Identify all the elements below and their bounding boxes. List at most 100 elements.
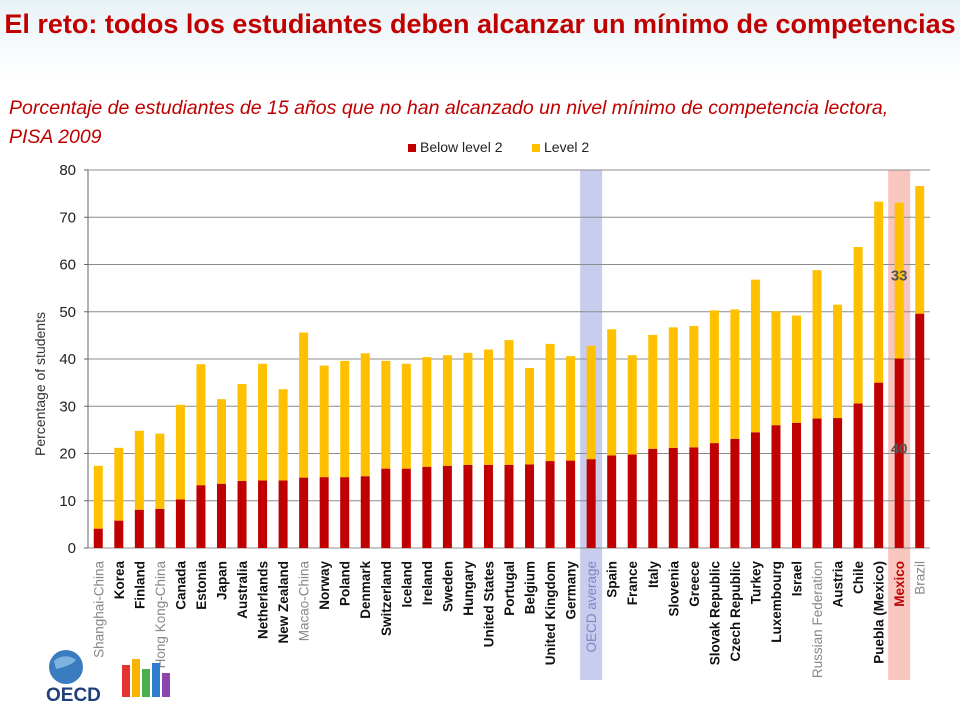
oecd-logo: OECD	[46, 650, 170, 703]
bar-below-level-2-hong-kong-china	[155, 508, 165, 548]
category-label-shanghai-china: Shanghai-China	[91, 561, 106, 658]
bar-below-level-2-canada	[175, 499, 185, 548]
bar-below-level-2-switzerland	[381, 468, 391, 548]
slide-subtitle: Porcentaje de estudiantes de 15 años que…	[9, 97, 889, 148]
y-axis-title: Percentage of students	[32, 312, 48, 456]
bar-level-2-macao-china	[299, 332, 309, 478]
category-label-australia: Australia	[235, 561, 250, 619]
bar-level-2-new-zealand	[278, 389, 288, 481]
bar-level-2-germany	[566, 356, 576, 461]
bar-below-level-2-sweden	[442, 465, 452, 548]
bar-below-level-2-oecd-average	[586, 459, 596, 548]
bar-level-2-brazil	[915, 186, 925, 314]
category-label-israel: Israel	[790, 561, 805, 596]
bar-level-2-turkey	[750, 279, 760, 433]
y-tick-label-70: 70	[59, 209, 76, 226]
slide-title: El reto: todos los estudiantes deben alc…	[4, 9, 956, 39]
category-label-chile: Chile	[851, 561, 866, 594]
bar-below-level-2-hungary	[463, 464, 473, 548]
bar-below-level-2-united-kingdom	[545, 461, 555, 548]
bar-below-level-2-united-states	[483, 464, 493, 548]
bar-level-2-czech-republic	[730, 309, 740, 439]
bar-below-level-2-portugal	[504, 464, 514, 548]
bar-level-2-denmark	[360, 353, 370, 477]
bar-below-level-2-israel	[792, 422, 802, 548]
bar-below-level-2-estonia	[196, 485, 206, 548]
bar-below-level-2-puebla-mexico	[874, 382, 884, 548]
category-label-korea: Korea	[112, 561, 127, 600]
bar-below-level-2-turkey	[750, 432, 760, 548]
category-label-italy: Italy	[646, 561, 661, 589]
bar-level-2-france	[627, 355, 637, 455]
category-label-russian-federation: Russian Federation	[810, 561, 825, 678]
bar-level-2-italy	[648, 334, 658, 449]
header-band	[0, 0, 960, 78]
bar-below-level-2-czech-republic	[730, 438, 740, 548]
category-label-sweden: Sweden	[440, 561, 455, 612]
bar-level-2-puebla-mexico	[874, 201, 884, 383]
bar-below-level-2-austria	[833, 418, 843, 548]
bar-below-level-2-chile	[853, 403, 863, 548]
bar-level-2-united-states	[483, 349, 493, 465]
bar-below-level-2-denmark	[360, 476, 370, 548]
bar-below-level-2-luxembourg	[771, 425, 781, 548]
category-label-ireland: Ireland	[420, 561, 435, 605]
logo-bar-red	[122, 665, 130, 697]
bar-level-2-hong-kong-china	[155, 433, 165, 509]
legend-label-below-level-2: Below level 2	[420, 139, 503, 155]
oecd-logo-text: OECD	[46, 685, 101, 703]
legend-swatch-level-2	[532, 144, 540, 153]
category-label-canada: Canada	[173, 561, 188, 610]
bar-level-2-greece	[689, 325, 699, 448]
y-tick-label-10: 10	[59, 493, 76, 510]
category-label-united-kingdom: United Kingdom	[543, 561, 558, 665]
bar-below-level-2-macao-china	[299, 477, 309, 548]
category-label-macao-china: Macao-China	[297, 561, 312, 642]
bar-level-2-hungary	[463, 352, 473, 465]
category-label-hong-kong-china: Hong Kong-China	[153, 561, 168, 669]
category-label-slovak-republic: Slovak Republic	[707, 561, 722, 666]
category-label-norway: Norway	[317, 561, 332, 610]
category-label-mexico: Mexico	[892, 561, 907, 607]
bar-level-2-slovenia	[668, 327, 678, 448]
bar-level-2-norway	[319, 365, 329, 478]
bar-level-2-sweden	[442, 355, 452, 466]
bar-below-level-2-shanghai-china	[93, 528, 103, 548]
bar-level-2-japan	[216, 399, 226, 484]
bar-below-level-2-japan	[216, 483, 226, 548]
bar-level-2-chile	[853, 247, 863, 404]
bar-below-level-2-russian-federation	[812, 418, 822, 548]
bar-level-2-belgium	[525, 367, 535, 465]
bar-level-2-iceland	[401, 363, 411, 469]
category-label-denmark: Denmark	[358, 561, 373, 619]
bar-below-level-2-greece	[689, 447, 699, 548]
logo-bar-green	[142, 669, 150, 697]
bar-below-level-2-slovenia	[668, 447, 678, 548]
legend-swatch-below-level-2	[408, 144, 416, 153]
category-label-slovenia: Slovenia	[666, 561, 681, 617]
bar-level-2-spain	[607, 329, 617, 456]
y-tick-label-40: 40	[59, 351, 76, 368]
category-label-japan: Japan	[214, 561, 229, 600]
logo-bar-blue	[152, 663, 160, 697]
bar-level-2-australia	[237, 384, 247, 481]
y-tick-label-20: 20	[59, 446, 76, 463]
category-label-germany: Germany	[564, 561, 579, 620]
category-label-puebla-mexico: Puebla (Mexico)	[872, 561, 887, 664]
bar-below-level-2-slovak-republic	[709, 443, 719, 548]
category-label-turkey: Turkey	[748, 561, 763, 605]
bar-level-2-russian-federation	[812, 270, 822, 419]
bar-below-level-2-australia	[237, 480, 247, 548]
category-label-belgium: Belgium	[523, 561, 538, 614]
bar-below-level-2-korea	[114, 520, 124, 548]
bar-below-level-2-iceland	[401, 468, 411, 548]
bar-below-level-2-belgium	[525, 464, 535, 548]
bar-level-2-finland	[134, 430, 144, 510]
logo-bar-yellow	[132, 659, 140, 697]
bar-below-level-2-norway	[319, 477, 329, 548]
y-tick-label-0: 0	[68, 540, 76, 557]
category-label-luxembourg: Luxembourg	[769, 561, 784, 643]
bar-below-level-2-netherlands	[258, 480, 268, 548]
bar-below-level-2-poland	[340, 477, 350, 548]
